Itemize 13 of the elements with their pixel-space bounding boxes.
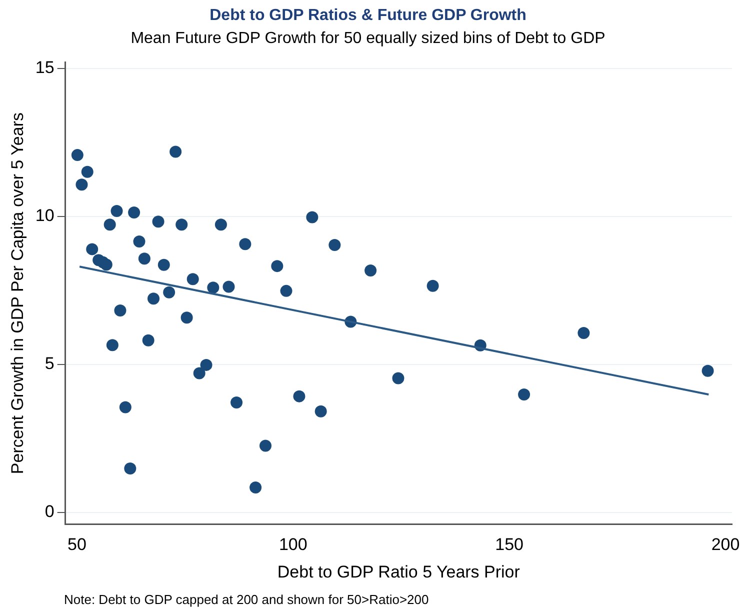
chart-subtitle: Mean Future GDP Growth for 50 equally sized bins of Debt to GDP — [130, 30, 606, 48]
x-tick-label: 150 — [495, 535, 524, 554]
x-tick-label: 100 — [278, 535, 308, 554]
y-tick-label: 5 — [44, 354, 54, 374]
y-tick-label: 0 — [44, 502, 54, 522]
x-tick-label: 50 — [68, 535, 86, 554]
text: Note: Debt to GDP capped at 200 and shown for 50>Ratio>200 — [64, 592, 429, 607]
x-tick-label: 200 — [711, 535, 740, 554]
x-axis-title: Debt to GDP Ratio 5 Years Prior — [277, 562, 520, 582]
y-axis-title: Percent Growth in GDP Per Capita over 5 Years — [8, 112, 27, 474]
chart-title: Debt to GDP Ratios & Future GDP Growth — [210, 7, 526, 24]
y-tick-label: 10 — [35, 206, 54, 226]
y-tick-label: 15 — [35, 58, 54, 78]
